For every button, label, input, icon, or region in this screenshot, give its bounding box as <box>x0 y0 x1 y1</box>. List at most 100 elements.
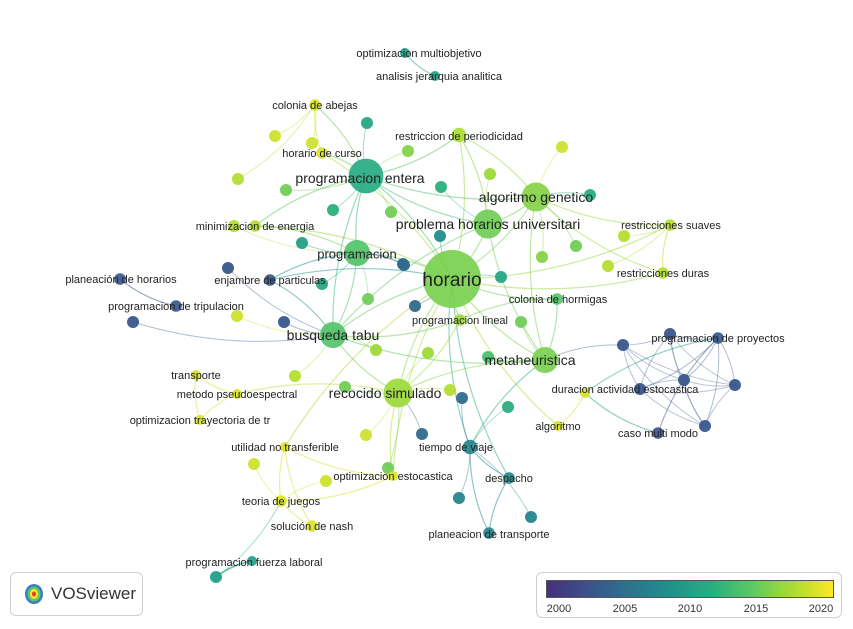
node-dot[interactable] <box>435 181 447 193</box>
node-dot[interactable] <box>362 293 374 305</box>
link <box>284 446 394 477</box>
node-dot[interactable] <box>618 230 630 242</box>
node-minimizacion-energia[interactable] <box>249 220 261 232</box>
node-caso-multi-modo[interactable] <box>652 427 664 439</box>
node-dot[interactable] <box>634 383 646 395</box>
node-dot[interactable] <box>327 204 339 216</box>
node-algoritmo[interactable] <box>553 421 563 431</box>
node-dot[interactable] <box>502 401 514 413</box>
node-programacion-entera[interactable] <box>348 158 384 194</box>
node-busqueda-tabu[interactable] <box>319 321 347 349</box>
node-optimizacion-trayectoria[interactable] <box>195 415 205 425</box>
node-dot[interactable] <box>385 206 397 218</box>
link <box>284 278 453 448</box>
node-dot[interactable] <box>444 384 456 396</box>
node-programacion[interactable] <box>343 239 371 267</box>
node-analisis-jerarquia[interactable] <box>430 71 440 81</box>
node-algoritmo-genetico[interactable] <box>521 182 551 212</box>
node-dot[interactable] <box>409 300 421 312</box>
node-dot[interactable] <box>280 184 292 196</box>
node-colonia-hormigas[interactable] <box>551 293 563 305</box>
node-dot[interactable] <box>361 117 373 129</box>
node-dot[interactable] <box>382 462 394 474</box>
node-restricciones-duras[interactable] <box>657 267 669 279</box>
node-dot[interactable] <box>397 258 409 270</box>
node-dot[interactable] <box>699 420 711 432</box>
node-programacion-fuerza[interactable] <box>247 556 257 566</box>
node-dot[interactable] <box>306 137 318 149</box>
node-duracion-actividad[interactable] <box>580 388 590 398</box>
node-dot[interactable] <box>269 130 281 142</box>
node-dot[interactable] <box>422 347 434 359</box>
node-label: restricciones duras <box>617 268 710 280</box>
node-dot[interactable] <box>316 278 328 290</box>
node-label: algoritmo genetico <box>479 189 594 205</box>
node-colonia-abejas[interactable] <box>309 99 321 111</box>
node-dot[interactable] <box>525 511 537 523</box>
node-dot[interactable] <box>210 571 222 583</box>
node-dot[interactable] <box>228 220 240 232</box>
node-dot[interactable] <box>484 168 496 180</box>
node-restriccion-periodicidad[interactable] <box>451 127 467 143</box>
node-dot[interactable] <box>453 492 465 504</box>
node-dot[interactable] <box>434 230 446 242</box>
node-optimizacion-multiobjetivo[interactable] <box>400 48 410 58</box>
link <box>132 321 334 342</box>
node-programacion-proyectos[interactable] <box>712 332 724 344</box>
node-dot[interactable] <box>570 240 582 252</box>
node-utilidad-no-transferible[interactable] <box>280 442 290 452</box>
node-dot[interactable] <box>456 392 468 404</box>
node-dot[interactable] <box>320 475 332 487</box>
node-metodo-pseudoespectral[interactable] <box>232 389 242 399</box>
node-label: restricciones suaves <box>621 220 721 232</box>
node-dot[interactable] <box>482 351 494 363</box>
node-dot[interactable] <box>584 189 596 201</box>
node-dot[interactable] <box>289 370 301 382</box>
node-dot[interactable] <box>729 379 741 391</box>
node-dot[interactable] <box>339 381 351 393</box>
node-dot[interactable] <box>617 339 629 351</box>
node-planeacion-horarios[interactable] <box>114 273 126 285</box>
node-dot[interactable] <box>416 428 428 440</box>
node-solucion-nash[interactable] <box>306 520 318 532</box>
node-dot[interactable] <box>678 374 690 386</box>
link <box>458 446 471 499</box>
node-dot[interactable] <box>232 173 244 185</box>
node-dot[interactable] <box>495 271 507 283</box>
node-dot[interactable] <box>222 262 234 274</box>
node-restricciones-suaves[interactable] <box>664 219 676 231</box>
node-dot[interactable] <box>360 429 372 441</box>
node-dot[interactable] <box>296 237 308 249</box>
node-dot[interactable] <box>536 251 548 263</box>
node-horario-curso[interactable] <box>316 147 328 159</box>
node-despacho[interactable] <box>503 472 515 484</box>
node-dot[interactable] <box>602 260 614 272</box>
node-teoria-juegos[interactable] <box>275 495 287 507</box>
node-label: programacion entera <box>295 170 424 186</box>
node-enjambre-particulas[interactable] <box>264 274 276 286</box>
node-programacion-lineal[interactable] <box>454 314 466 326</box>
link <box>529 196 546 361</box>
node-planeacion-transporte[interactable] <box>483 527 495 539</box>
link <box>704 337 720 427</box>
node-dot[interactable] <box>278 316 290 328</box>
node-dot[interactable] <box>515 316 527 328</box>
node-dot[interactable] <box>370 344 382 356</box>
node-dot[interactable] <box>231 310 243 322</box>
node-optimizacion-estocastica[interactable] <box>388 471 398 481</box>
node-dot[interactable] <box>402 145 414 157</box>
node-label: busqueda tabu <box>287 327 380 343</box>
node-dot[interactable] <box>127 316 139 328</box>
node-horario[interactable] <box>423 250 481 308</box>
node-dot[interactable] <box>664 328 676 340</box>
node-dot[interactable] <box>248 458 260 470</box>
node-label: transporte <box>171 370 221 382</box>
node-programacion-tripulacion[interactable] <box>170 300 182 312</box>
node-transporte[interactable] <box>191 370 201 380</box>
node-metaheuristica[interactable] <box>531 346 559 374</box>
node-dot[interactable] <box>556 141 568 153</box>
node-recocido-simulado[interactable] <box>383 378 413 408</box>
node-problema-horarios[interactable] <box>473 209 503 239</box>
node-tiempo-viaje[interactable] <box>462 439 478 455</box>
